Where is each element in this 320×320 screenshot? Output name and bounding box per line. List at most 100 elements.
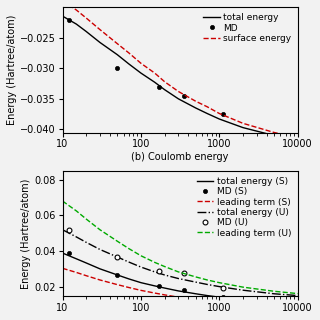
total energy (U): [163, 273, 166, 277]
leading term (S): [84, 274, 88, 277]
surface energy: [116, 42, 119, 46]
surface energy: [272, 131, 276, 134]
leading term (U): [139, 254, 143, 258]
leading term (U): [272, 289, 276, 293]
total energy (S): [127, 277, 131, 281]
total energy (S): [116, 273, 119, 277]
leading term (S): [127, 285, 131, 289]
Y-axis label: Energy (Hartree/atom): Energy (Hartree/atom): [21, 178, 31, 289]
leading term (U): [153, 260, 157, 264]
surface energy: [296, 135, 300, 139]
Y-axis label: Energy (Hartree/atom): Energy (Hartree/atom): [7, 14, 17, 125]
total energy (S): [296, 302, 300, 306]
total energy (S): [75, 257, 78, 261]
leading term (S): [98, 278, 102, 282]
leading term (S): [139, 288, 143, 292]
MD (S): [182, 288, 186, 292]
leading term (U): [176, 270, 180, 274]
total energy: [75, 22, 78, 26]
leading term (U): [296, 292, 300, 296]
total energy (U): [60, 228, 64, 232]
total energy: [217, 117, 221, 121]
leading term (U): [127, 247, 131, 251]
total energy (U): [272, 292, 276, 296]
surface energy: [127, 51, 131, 55]
MD (U): [157, 269, 161, 273]
total energy (S): [241, 298, 245, 302]
total energy (S): [153, 284, 157, 288]
total energy (U): [241, 288, 245, 292]
total energy (U): [217, 285, 221, 289]
Line: MD (S): MD (S): [67, 251, 225, 299]
leading term (U): [241, 285, 245, 289]
leading term (S): [217, 300, 221, 304]
MD: [116, 66, 119, 70]
total energy (S): [194, 292, 198, 296]
Line: total energy: total energy: [62, 16, 298, 140]
surface energy: [75, 8, 78, 12]
Legend: total energy, MD, surface energy: total energy, MD, surface energy: [202, 12, 293, 45]
surface energy: [205, 105, 209, 109]
surface energy: [84, 16, 88, 20]
leading term (S): [241, 303, 245, 307]
total energy (U): [176, 276, 180, 280]
MD: [221, 112, 225, 116]
total energy: [60, 14, 64, 18]
total energy: [296, 139, 300, 142]
MD (U): [182, 271, 186, 275]
total energy (U): [205, 283, 209, 286]
total energy (U): [139, 265, 143, 269]
leading term (S): [153, 291, 157, 295]
MD (S): [116, 274, 119, 277]
Legend: total energy (S), MD (S), leading term (S), total energy (U), MD (U), leading te: total energy (S), MD (S), leading term (…: [195, 175, 293, 239]
MD (S): [157, 284, 161, 288]
Line: MD: MD: [67, 18, 225, 116]
surface energy: [139, 61, 143, 65]
total energy: [194, 106, 198, 110]
leading term (U): [98, 228, 102, 232]
total energy (S): [84, 261, 88, 265]
total energy (U): [84, 240, 88, 244]
surface energy: [241, 121, 245, 125]
surface energy: [163, 80, 166, 84]
total energy: [272, 134, 276, 138]
total energy (S): [163, 286, 166, 290]
total energy: [241, 126, 245, 130]
Line: MD (U): MD (U): [66, 227, 225, 291]
leading term (U): [75, 209, 78, 213]
Line: leading term (U): leading term (U): [62, 201, 298, 294]
MD: [67, 19, 71, 22]
MD (S): [67, 252, 71, 255]
surface energy: [60, 0, 64, 3]
leading term (U): [84, 217, 88, 221]
MD (U): [221, 286, 225, 290]
total energy (U): [116, 255, 119, 259]
surface energy: [217, 112, 221, 116]
total energy (S): [139, 281, 143, 284]
leading term (S): [176, 295, 180, 299]
X-axis label: (b) Coulomb energy: (b) Coulomb energy: [132, 152, 229, 162]
total energy (S): [205, 294, 209, 298]
MD: [157, 85, 161, 89]
MD: [182, 94, 186, 98]
leading term (U): [60, 199, 64, 203]
leading term (S): [272, 305, 276, 309]
Line: leading term (S): leading term (S): [62, 268, 298, 308]
MD (U): [67, 228, 71, 232]
total energy: [153, 80, 157, 84]
total energy: [163, 88, 166, 92]
leading term (S): [163, 293, 166, 297]
leading term (S): [296, 306, 300, 310]
total energy (S): [272, 301, 276, 305]
total energy (U): [127, 260, 131, 264]
total energy (S): [98, 267, 102, 271]
MD (S): [221, 295, 225, 299]
Line: total energy (S): total energy (S): [62, 253, 298, 304]
surface energy: [194, 99, 198, 103]
total energy (S): [217, 295, 221, 299]
leading term (U): [194, 275, 198, 279]
leading term (U): [205, 278, 209, 282]
total energy (S): [176, 289, 180, 293]
leading term (U): [217, 281, 221, 284]
total energy (U): [75, 235, 78, 239]
